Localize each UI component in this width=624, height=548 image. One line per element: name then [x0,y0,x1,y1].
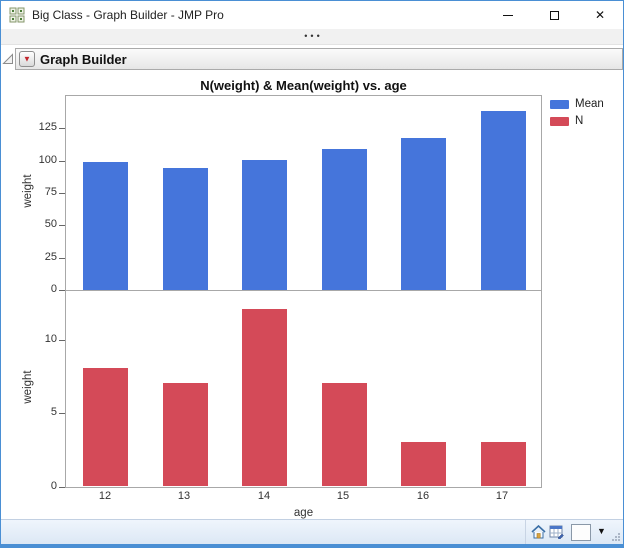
minimize-icon [503,14,513,16]
xtick-15: 15 [336,490,350,502]
ytick-mark [59,193,65,194]
chart-area: N(weight) & Mean(weight) vs. age weight … [1,70,623,519]
ytick-mean-50: 50 [44,218,57,230]
ytick-mean-0: 0 [50,283,57,295]
legend: Mean N [550,98,604,128]
legend-item-n[interactable]: N [550,114,604,128]
ytick-mark [59,258,65,259]
home-window-icon[interactable] [531,525,546,539]
plot-frame [65,95,542,488]
graph-builder-header: ▼ Graph Builder [15,48,623,70]
bar-mean-16[interactable] [401,138,446,290]
bar-mean-13[interactable] [163,168,208,290]
legend-label: N [575,114,584,127]
ytick-mark [59,413,65,414]
close-button[interactable]: ✕ [577,1,623,29]
legend-item-mean[interactable]: Mean [550,98,604,111]
bar-mean-14[interactable] [242,160,287,290]
minimize-button[interactable] [485,1,531,29]
ytick-n-0: 0 [50,480,57,492]
bar-mean-17[interactable] [481,111,526,290]
window-title: Big Class - Graph Builder - JMP Pro [32,8,224,22]
ytick-mean-125: 125 [38,121,57,133]
resize-grip[interactable] [611,532,621,542]
bar-n-13[interactable] [163,383,208,486]
window-controls: ✕ [485,1,623,29]
bar-mean-12[interactable] [83,162,128,290]
ytick-mark [59,225,65,226]
maximize-icon [549,10,559,20]
red-triangle-menu-button[interactable]: ▼ [19,51,35,67]
ytick-mark [59,340,65,341]
xtick-14: 14 [257,490,271,502]
ytick-mark [59,128,65,129]
maximize-button[interactable] [531,1,577,29]
bar-n-15[interactable] [322,383,367,486]
bar-n-17[interactable] [481,442,526,486]
red-triangle-icon: ▼ [23,54,31,64]
ytick-mean-75: 75 [44,186,57,198]
xtick-17: 17 [495,490,509,502]
dropdown-arrow-icon[interactable]: ▼ [597,526,606,536]
ytick-mean-25: 25 [44,251,57,263]
statusbar-divider [525,520,526,544]
bar-n-16[interactable] [401,442,446,486]
chart-title: N(weight) & Mean(weight) vs. age [200,78,407,93]
ytick-n-5: 5 [50,406,57,418]
close-icon: ✕ [594,8,606,22]
data-table-icon[interactable] [549,525,564,539]
legend-swatch-mean [550,100,569,110]
toolbar-overflow-icon[interactable]: ••• [304,31,323,41]
legend-label: Mean [575,98,604,110]
xtick-16: 16 [416,490,430,502]
title-bar[interactable]: Big Class - Graph Builder - JMP Pro ✕ [1,1,623,29]
outline-row: ▼ Graph Builder [1,48,623,70]
panel-n[interactable] [66,290,541,486]
bar-mean-15[interactable] [322,149,367,290]
row-state-swatch[interactable] [571,524,591,541]
ytick-mark [59,487,65,488]
jmp-app-icon [9,7,25,23]
bar-n-14[interactable] [242,309,287,486]
ytick-mean-100: 100 [38,154,57,166]
collapse-triangle-icon[interactable] [2,53,14,65]
panel-mean[interactable] [66,96,541,290]
spacer [1,45,623,48]
outline-title[interactable]: Graph Builder [40,51,127,67]
status-bar: ▼ [1,519,623,544]
toolbar-strip[interactable]: ••• [1,29,623,45]
xtick-13: 13 [177,490,191,502]
bar-n-12[interactable] [83,368,128,486]
ytick-n-10: 10 [44,333,57,345]
ytick-mark [59,161,65,162]
xtick-12: 12 [98,490,112,502]
x-axis-label[interactable]: age [293,507,314,519]
ytick-mark [59,290,65,291]
legend-swatch-n [550,116,569,126]
outline-gutter [1,48,15,70]
